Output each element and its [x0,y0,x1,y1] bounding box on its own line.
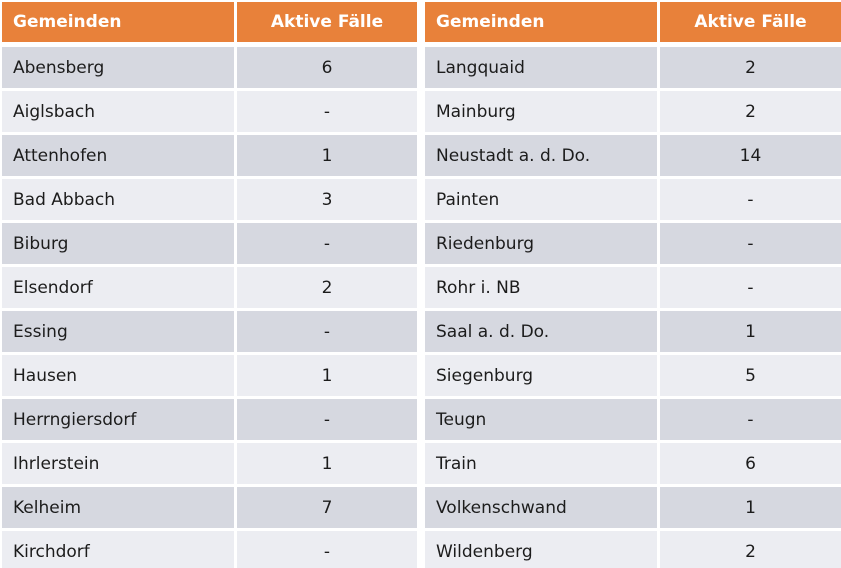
gemeinde-cell: Neustadt a. d. Do. [425,135,657,176]
gemeinde-cell: Essing [2,311,234,352]
table-row: Bad Abbach 3 [2,179,417,220]
faelle-cell: - [237,223,417,264]
table-row: Saal a. d. Do. 1 [425,311,841,352]
gemeinde-cell: Kirchdorf [2,531,234,568]
faelle-cell: 2 [660,531,841,568]
gemeinde-cell: Saal a. d. Do. [425,311,657,352]
faelle-cell: 2 [660,47,841,88]
table-row: Riedenburg - [425,223,841,264]
gemeinde-cell: Biburg [2,223,234,264]
table-row: Essing - [2,311,417,352]
table-row: Train 6 [425,443,841,484]
gemeinde-cell: Kelheim [2,487,234,528]
gemeinde-cell: Abensberg [2,47,234,88]
faelle-cell: 14 [660,135,841,176]
column-header-gemeinden: Gemeinden [2,2,234,42]
table-row: Wildenberg 2 [425,531,841,568]
table-row: Neustadt a. d. Do. 14 [425,135,841,176]
faelle-cell: 1 [237,443,417,484]
table-header-row: Gemeinden Aktive Fälle [425,2,841,42]
gemeinde-cell: Rohr i. NB [425,267,657,308]
gemeinde-cell: Mainburg [425,91,657,132]
gemeinde-cell: Siegenburg [425,355,657,396]
faelle-cell: 2 [660,91,841,132]
gemeinde-cell: Teugn [425,399,657,440]
column-header-gemeinden: Gemeinden [425,2,657,42]
table-body-right: Langquaid 2 Mainburg 2 Neustadt a. d. Do… [425,47,841,568]
gemeinde-cell: Painten [425,179,657,220]
faelle-cell: - [237,311,417,352]
faelle-cell: - [237,531,417,568]
faelle-cell: - [660,179,841,220]
gemeinde-cell: Elsendorf [2,267,234,308]
table-row: Aiglsbach - [2,91,417,132]
table-body-left: Abensberg 6 Aiglsbach - Attenhofen 1 Bad… [2,47,417,568]
gemeinde-cell: Ihrlerstein [2,443,234,484]
gemeinde-cell: Hausen [2,355,234,396]
gemeinde-cell: Wildenberg [425,531,657,568]
gemeinde-cell: Riedenburg [425,223,657,264]
faelle-cell: - [237,91,417,132]
table-row: Hausen 1 [2,355,417,396]
faelle-cell: - [660,223,841,264]
faelle-cell: - [660,399,841,440]
table-right: Gemeinden Aktive Fälle Langquaid 2 Mainb… [425,2,841,568]
column-header-aktive-faelle: Aktive Fälle [237,2,417,42]
gemeinde-cell: Herrngiersdorf [2,399,234,440]
faelle-cell: 1 [237,355,417,396]
table-row: Kelheim 7 [2,487,417,528]
gemeinde-cell: Train [425,443,657,484]
faelle-cell: - [237,399,417,440]
faelle-cell: 1 [660,311,841,352]
table-row: Abensberg 6 [2,47,417,88]
table-row: Teugn - [425,399,841,440]
faelle-cell: 3 [237,179,417,220]
table-left: Gemeinden Aktive Fälle Abensberg 6 Aigls… [2,2,417,568]
gemeinde-cell: Bad Abbach [2,179,234,220]
table-row: Siegenburg 5 [425,355,841,396]
gemeinde-cell: Langquaid [425,47,657,88]
faelle-cell: 1 [237,135,417,176]
gemeinde-cell: Volkenschwand [425,487,657,528]
faelle-cell: 2 [237,267,417,308]
table-row: Ihrlerstein 1 [2,443,417,484]
column-header-aktive-faelle: Aktive Fälle [660,2,841,42]
table-row: Rohr i. NB - [425,267,841,308]
table-row: Biburg - [2,223,417,264]
gemeinde-cell: Attenhofen [2,135,234,176]
faelle-cell: 1 [660,487,841,528]
faelle-cell: 6 [237,47,417,88]
table-row: Mainburg 2 [425,91,841,132]
table-row: Attenhofen 1 [2,135,417,176]
table-row: Painten - [425,179,841,220]
table-header-row: Gemeinden Aktive Fälle [2,2,417,42]
gemeinde-cell: Aiglsbach [2,91,234,132]
table-row: Kirchdorf - [2,531,417,568]
faelle-cell: 5 [660,355,841,396]
table-row: Volkenschwand 1 [425,487,841,528]
table-row: Herrngiersdorf - [2,399,417,440]
table-row: Langquaid 2 [425,47,841,88]
faelle-cell: 6 [660,443,841,484]
table-row: Elsendorf 2 [2,267,417,308]
faelle-cell: 7 [237,487,417,528]
faelle-cell: - [660,267,841,308]
